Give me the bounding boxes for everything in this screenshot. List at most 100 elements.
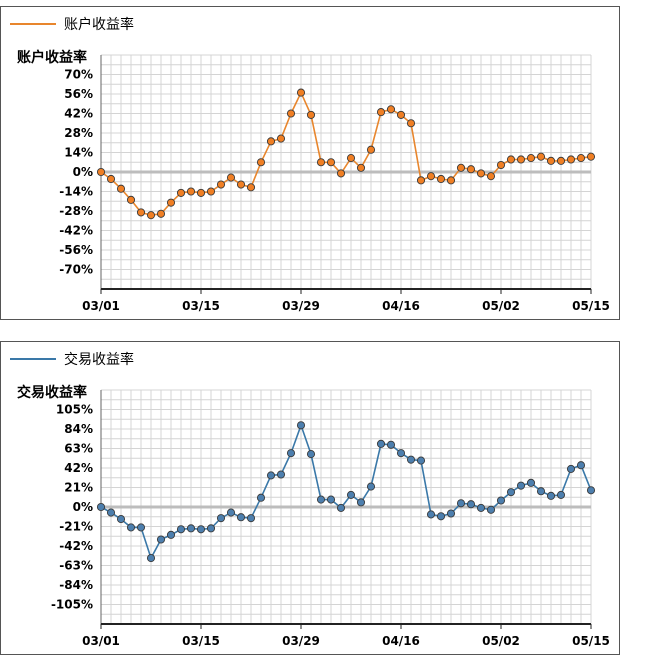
data-point bbox=[486, 505, 496, 514]
data-point bbox=[566, 155, 576, 164]
data-point bbox=[376, 108, 386, 117]
y-tick-label: -63% bbox=[59, 559, 93, 573]
y-tick-label: 21% bbox=[64, 481, 93, 495]
data-point bbox=[106, 174, 116, 184]
data-point bbox=[406, 455, 416, 464]
y-tick-label: -42% bbox=[59, 224, 93, 238]
data-point bbox=[556, 156, 566, 165]
data-point bbox=[116, 515, 126, 524]
legend-label: 交易收益率 bbox=[64, 351, 134, 367]
data-point bbox=[286, 109, 296, 118]
data-point bbox=[466, 500, 476, 509]
x-tick-label: 03/01 bbox=[82, 299, 120, 313]
legend: 账户收益率 bbox=[10, 15, 134, 33]
data-point bbox=[416, 456, 426, 465]
x-tick-label: 03/15 bbox=[182, 634, 220, 648]
data-point bbox=[166, 530, 176, 539]
data-point bbox=[306, 450, 316, 459]
data-point bbox=[156, 209, 166, 218]
x-tick-label: 05/02 bbox=[482, 634, 520, 648]
legend: 交易收益率 bbox=[10, 350, 134, 368]
trade-return-chart-panel: 交易收益率 交易收益率 105% 84% 63% 42% 21% 0% -21% -42% -6… bbox=[0, 341, 620, 655]
data-point bbox=[306, 110, 316, 119]
data-point bbox=[376, 439, 386, 448]
data-point bbox=[516, 481, 526, 490]
legend-line-swatch bbox=[10, 23, 56, 25]
data-point bbox=[316, 158, 326, 167]
data-point bbox=[496, 160, 506, 170]
data-point bbox=[276, 470, 286, 479]
data-point bbox=[136, 523, 146, 532]
data-point bbox=[416, 176, 426, 185]
data-point bbox=[196, 525, 206, 534]
data-point bbox=[356, 163, 366, 172]
y-tick-label: 42% bbox=[64, 107, 93, 121]
y-tick-label: -28% bbox=[59, 204, 93, 218]
data-point bbox=[236, 180, 246, 189]
data-point bbox=[546, 156, 556, 165]
y-tick-label: 105% bbox=[56, 403, 93, 417]
x-tick-label: 04/16 bbox=[382, 299, 420, 313]
data-point bbox=[476, 169, 486, 178]
data-point bbox=[236, 513, 246, 522]
data-point bbox=[326, 495, 336, 504]
data-point bbox=[206, 187, 216, 196]
y-tick-label: -21% bbox=[59, 520, 93, 534]
x-tick-label: 03/01 bbox=[82, 634, 120, 648]
y-tick-label: 0% bbox=[73, 165, 93, 179]
account-return-chart-panel: 账户收益率 账户收益率 70% 56% 42% 28% 14% 0% -14% -28% -42… bbox=[0, 6, 620, 320]
y-tick-label: 56% bbox=[64, 87, 93, 101]
x-tick-label: 05/02 bbox=[482, 299, 520, 313]
data-point bbox=[336, 169, 346, 178]
data-point bbox=[246, 183, 256, 192]
data-point bbox=[516, 155, 526, 164]
y-tick-label: 42% bbox=[64, 461, 93, 475]
data-point bbox=[146, 211, 156, 220]
chart-title: 交易收益率 bbox=[17, 384, 87, 400]
data-point bbox=[576, 461, 586, 470]
data-point bbox=[486, 172, 496, 181]
data-point bbox=[556, 490, 566, 499]
y-tick-label: -56% bbox=[59, 243, 93, 257]
y-tick-label: 28% bbox=[64, 126, 93, 140]
data-point bbox=[296, 421, 306, 430]
data-point bbox=[406, 119, 416, 128]
data-point bbox=[216, 514, 226, 523]
account-return-chart: 70% 56% 42% 28% 14% 0% -14% -28% -42% -56% -70% 03/… bbox=[59, 54, 610, 313]
data-point bbox=[446, 509, 456, 518]
data-point bbox=[266, 137, 276, 146]
data-point bbox=[226, 508, 236, 517]
x-tick-label: 03/29 bbox=[282, 299, 320, 313]
data-point bbox=[566, 464, 576, 473]
data-point bbox=[136, 208, 146, 217]
data-point bbox=[206, 524, 216, 533]
data-point bbox=[186, 524, 196, 533]
data-point bbox=[426, 510, 436, 519]
y-tick-label: -84% bbox=[59, 578, 93, 592]
data-point bbox=[336, 503, 346, 512]
data-point bbox=[166, 198, 176, 207]
legend-label: 账户收益率 bbox=[64, 16, 134, 32]
y-tick-label: 0% bbox=[73, 500, 93, 514]
data-point bbox=[506, 488, 516, 497]
x-tick-label: 04/16 bbox=[382, 634, 420, 648]
data-point bbox=[536, 487, 546, 496]
data-point bbox=[276, 134, 286, 143]
data-point bbox=[456, 163, 466, 172]
data-point bbox=[526, 154, 536, 163]
data-point bbox=[586, 152, 596, 161]
chart-title: 账户收益率 bbox=[17, 49, 87, 65]
y-tick-label: -42% bbox=[59, 539, 93, 553]
data-point bbox=[396, 110, 406, 119]
data-point bbox=[196, 188, 206, 197]
data-point bbox=[456, 499, 466, 508]
x-tick-label: 05/15 bbox=[572, 634, 610, 648]
data-point bbox=[126, 195, 136, 204]
data-point bbox=[266, 471, 276, 480]
data-point bbox=[146, 554, 156, 563]
data-point bbox=[536, 152, 546, 161]
data-point bbox=[286, 449, 296, 458]
data-point bbox=[96, 502, 106, 512]
data-point bbox=[466, 165, 476, 174]
data-point bbox=[586, 486, 596, 495]
